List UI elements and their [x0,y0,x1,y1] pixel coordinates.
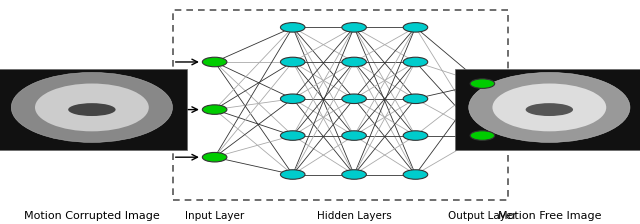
Circle shape [403,57,428,67]
Circle shape [470,131,495,140]
Text: Motion Corrupted Image: Motion Corrupted Image [24,211,160,221]
Circle shape [403,23,428,32]
Circle shape [202,57,227,67]
Ellipse shape [468,73,630,142]
Circle shape [403,170,428,179]
Circle shape [280,23,305,32]
Circle shape [202,105,227,114]
Text: Input Layer: Input Layer [185,211,244,221]
Text: Motion Free Image: Motion Free Image [497,211,601,221]
Circle shape [342,170,366,179]
Ellipse shape [68,103,116,116]
Ellipse shape [12,73,173,142]
Circle shape [202,153,227,162]
Circle shape [280,131,305,140]
Circle shape [280,57,305,67]
Ellipse shape [525,103,573,116]
Text: Output Layer: Output Layer [448,211,516,221]
Circle shape [403,131,428,140]
Circle shape [280,94,305,103]
Ellipse shape [35,84,148,131]
Circle shape [342,131,366,140]
Text: Hidden Layers: Hidden Layers [317,211,392,221]
Circle shape [342,94,366,103]
Circle shape [403,94,428,103]
FancyBboxPatch shape [0,69,187,150]
FancyBboxPatch shape [454,69,640,150]
Circle shape [280,170,305,179]
Circle shape [342,57,366,67]
Circle shape [342,23,366,32]
Ellipse shape [492,84,606,131]
Circle shape [470,79,495,88]
